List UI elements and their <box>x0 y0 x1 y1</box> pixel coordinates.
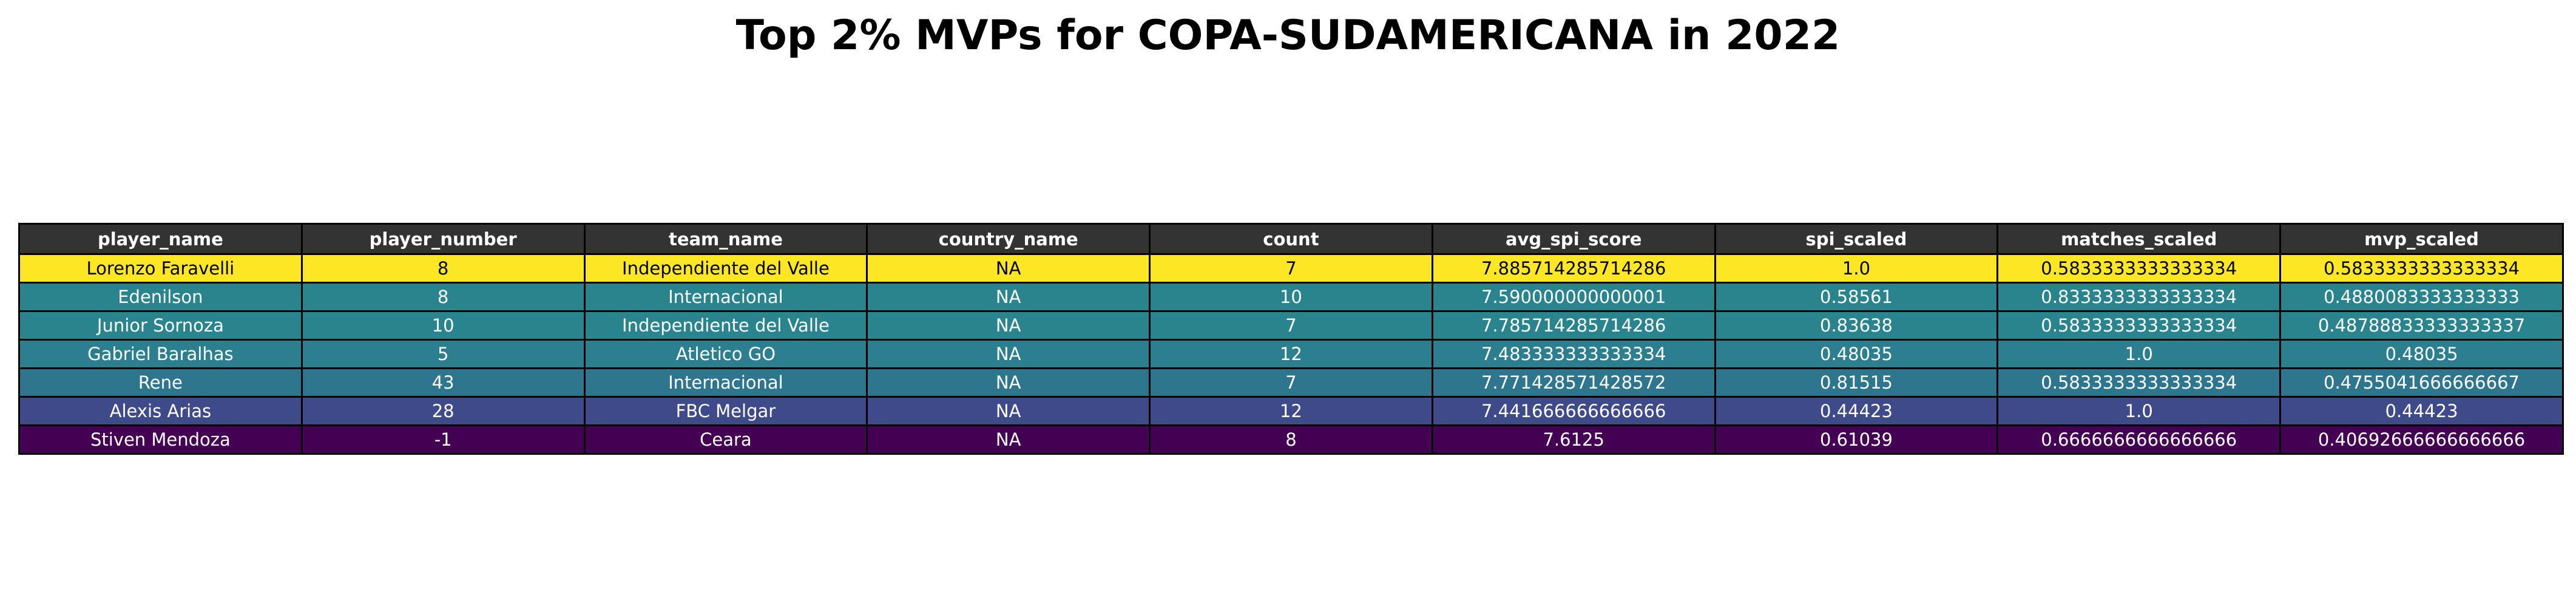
cell-count: 7 <box>1149 253 1433 284</box>
cell-spi-scaled: 0.81515 <box>1714 367 1999 398</box>
cell-country-name: NA <box>866 310 1151 341</box>
table-row: Rene 43 Internacional NA 7 7.771428571428572 0… <box>18 367 2564 398</box>
cell-player-number: 10 <box>300 310 586 341</box>
table-header: player_name player_number team_name country… <box>18 223 2564 255</box>
table-row: Gabriel Baralhas 5 Atletico GO NA 12 7.483333… <box>18 339 2564 369</box>
cell-player-number: 8 <box>300 253 586 284</box>
cell-team-name: Internacional <box>583 367 868 398</box>
cell-mvp-scaled: 0.44423 <box>2279 396 2564 426</box>
cell-team-name: Ceara <box>583 424 868 455</box>
cell-avg-spi-score: 7.6125 <box>1431 424 1716 455</box>
cell-matches-scaled: 0.5833333333333334 <box>1996 310 2282 341</box>
cell-matches-scaled: 0.8333333333333334 <box>1996 282 2282 312</box>
cell-spi-scaled: 1.0 <box>1714 253 1999 284</box>
cell-player-name: Junior Sornoza <box>18 310 303 341</box>
cell-country-name: NA <box>866 282 1151 312</box>
header-row: player_name player_number team_name country… <box>18 223 2564 255</box>
column-header-country-name: country_name <box>866 223 1151 255</box>
cell-count: 12 <box>1149 339 1433 369</box>
cell-matches-scaled: 0.5833333333333334 <box>1996 367 2282 398</box>
cell-team-name: Independiente del Valle <box>583 253 868 284</box>
cell-mvp-scaled: 0.40692666666666666 <box>2279 424 2564 455</box>
cell-count: 8 <box>1149 424 1433 455</box>
cell-avg-spi-score: 7.771428571428572 <box>1431 367 1716 398</box>
cell-player-name: Edenilson <box>18 282 303 312</box>
column-header-player-name: player_name <box>18 223 303 255</box>
cell-spi-scaled: 0.58561 <box>1714 282 1999 312</box>
cell-country-name: NA <box>866 339 1151 369</box>
cell-player-name: Lorenzo Faravelli <box>18 253 303 284</box>
cell-country-name: NA <box>866 396 1151 426</box>
cell-team-name: Atletico GO <box>583 339 868 369</box>
cell-count: 7 <box>1149 310 1433 341</box>
cell-player-number: 28 <box>300 396 586 426</box>
cell-mvp-scaled: 0.4755041666666667 <box>2279 367 2564 398</box>
cell-avg-spi-score: 7.590000000000001 <box>1431 282 1716 312</box>
cell-matches-scaled: 1.0 <box>1996 339 2282 369</box>
cell-player-name: Alexis Arias <box>18 396 303 426</box>
table-row: Stiven Mendoza -1 Ceara NA 8 7.6125 0.61039 0.6… <box>18 424 2564 455</box>
column-header-player-number: player_number <box>300 223 586 255</box>
cell-player-name: Rene <box>18 367 303 398</box>
cell-team-name: Independiente del Valle <box>583 310 868 341</box>
cell-count: 10 <box>1149 282 1433 312</box>
column-header-avg-spi-score: avg_spi_score <box>1431 223 1716 255</box>
table-row: Junior Sornoza 10 Independiente del Valle N… <box>18 310 2564 341</box>
cell-mvp-scaled: 0.4880083333333333 <box>2279 282 2564 312</box>
cell-country-name: NA <box>866 367 1151 398</box>
cell-matches-scaled: 0.6666666666666666 <box>1996 424 2282 455</box>
cell-count: 12 <box>1149 396 1433 426</box>
cell-country-name: NA <box>866 253 1151 284</box>
cell-spi-scaled: 0.48035 <box>1714 339 1999 369</box>
cell-avg-spi-score: 7.483333333333334 <box>1431 339 1716 369</box>
cell-player-name: Gabriel Baralhas <box>18 339 303 369</box>
cell-matches-scaled: 0.5833333333333334 <box>1996 253 2282 284</box>
mvp-table: player_name player_number team_name country… <box>18 223 2564 455</box>
cell-player-number: -1 <box>300 424 586 455</box>
column-header-matches-scaled: matches_scaled <box>1996 223 2282 255</box>
cell-player-name: Stiven Mendoza <box>18 424 303 455</box>
mvp-table-container: player_name player_number team_name country… <box>18 223 2564 455</box>
cell-mvp-scaled: 0.48035 <box>2279 339 2564 369</box>
cell-spi-scaled: 0.83638 <box>1714 310 1999 341</box>
table-body: Lorenzo Faravelli 8 Independiente del Vall… <box>18 253 2564 455</box>
cell-player-number: 43 <box>300 367 586 398</box>
table-row: Edenilson 8 Internacional NA 10 7.59000000000… <box>18 282 2564 312</box>
column-header-mvp-scaled: mvp_scaled <box>2279 223 2564 255</box>
cell-mvp-scaled: 0.48788833333333337 <box>2279 310 2564 341</box>
cell-spi-scaled: 0.61039 <box>1714 424 1999 455</box>
cell-mvp-scaled: 0.5833333333333334 <box>2279 253 2564 284</box>
column-header-count: count <box>1149 223 1433 255</box>
cell-matches-scaled: 1.0 <box>1996 396 2282 426</box>
chart-title: Top 2% MVPs for COPA-SUDAMERICANA in 202… <box>735 12 1841 60</box>
cell-count: 7 <box>1149 367 1433 398</box>
cell-avg-spi-score: 7.785714285714286 <box>1431 310 1716 341</box>
cell-player-number: 8 <box>300 282 586 312</box>
cell-spi-scaled: 0.44423 <box>1714 396 1999 426</box>
cell-team-name: Internacional <box>583 282 868 312</box>
cell-team-name: FBC Melgar <box>583 396 868 426</box>
cell-avg-spi-score: 7.885714285714286 <box>1431 253 1716 284</box>
table-row: Alexis Arias 28 FBC Melgar NA 12 7.4416666666… <box>18 396 2564 426</box>
column-header-team-name: team_name <box>583 223 868 255</box>
cell-country-name: NA <box>866 424 1151 455</box>
column-header-spi-scaled: spi_scaled <box>1714 223 1999 255</box>
cell-avg-spi-score: 7.441666666666666 <box>1431 396 1716 426</box>
table-row: Lorenzo Faravelli 8 Independiente del Vall… <box>18 253 2564 284</box>
cell-player-number: 5 <box>300 339 586 369</box>
